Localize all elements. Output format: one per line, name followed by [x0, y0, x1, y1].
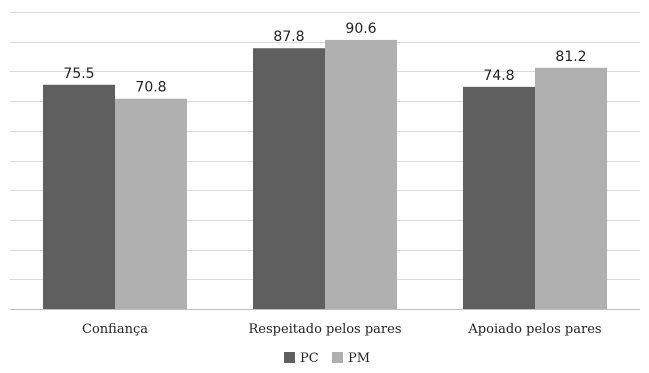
data-label-pc-3: 74.8 [483, 68, 514, 84]
data-labels: 75.5 70.8 87.8 90.6 74.8 81.2 [63, 21, 586, 96]
category-label: Confiança [82, 322, 148, 337]
legend-label-pm: PM [348, 351, 370, 366]
data-label-pm-1: 70.8 [135, 80, 166, 96]
legend-label-pc: PC [300, 351, 319, 366]
legend-swatch-pm [332, 352, 343, 363]
category-label: Apoiado pelos pares [467, 322, 601, 337]
bar-pc-1 [43, 84, 115, 309]
bar-pm-1 [115, 98, 187, 309]
category-axis-labels: Confiança Respeitado pelos pares Apoiado p… [82, 322, 602, 337]
bars [43, 39, 607, 310]
bar-pm-2 [325, 39, 397, 309]
data-label-pc-2: 87.8 [273, 29, 304, 45]
category-label: Respeitado pelos pares [248, 322, 401, 337]
legend-swatch-pc [284, 352, 295, 363]
data-label-pm-3: 81.2 [555, 49, 586, 65]
legend: PC PM [284, 351, 370, 366]
data-label-pc-1: 75.5 [63, 66, 94, 82]
bar-pc-3 [463, 86, 535, 310]
bar-pm-3 [535, 67, 607, 309]
data-label-pm-2: 90.6 [345, 21, 376, 37]
bar-pc-2 [253, 48, 325, 309]
